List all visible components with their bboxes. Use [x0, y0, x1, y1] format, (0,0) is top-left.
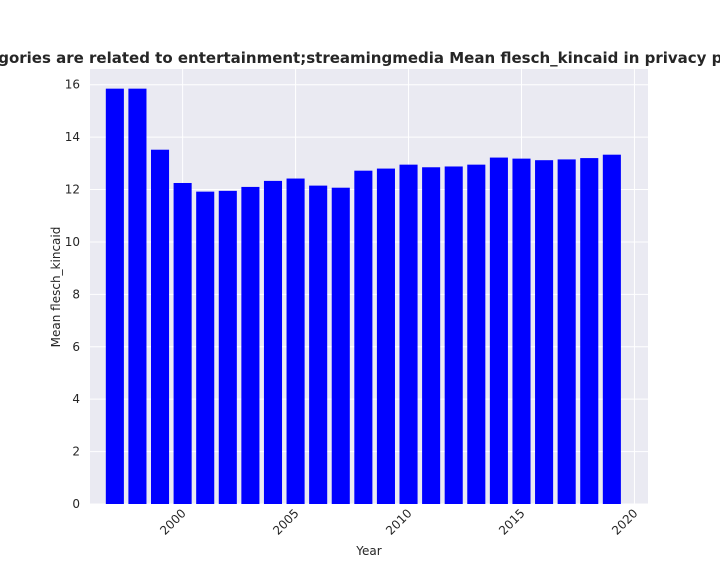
chart-title: categories are related to entertainment;… [0, 49, 720, 67]
bar-2019 [602, 154, 621, 504]
bar-2000 [173, 182, 192, 504]
y-tick-label: 2 [72, 445, 80, 459]
bar-2012 [444, 166, 463, 504]
bar-2003 [241, 186, 260, 504]
y-tick-label: 8 [72, 287, 80, 301]
bar-1997 [105, 88, 124, 504]
bar-2007 [331, 187, 350, 504]
bar-2016 [535, 160, 554, 505]
bar-2008 [354, 170, 373, 505]
bar-1999 [150, 149, 170, 504]
y-tick-label: 0 [72, 497, 80, 511]
bar-2015 [512, 158, 531, 504]
y-tick-label: 12 [65, 183, 80, 197]
x-tick-label: 2020 [609, 506, 640, 537]
y-tick-label: 10 [65, 235, 80, 249]
y-tick-label: 14 [65, 130, 80, 144]
bar-2004 [263, 180, 283, 504]
y-tick-label: 16 [65, 78, 80, 92]
bar-2005 [286, 178, 305, 505]
y-tick-label: 4 [72, 392, 80, 406]
x-axis-ticks: 2000 2005 2010 2015 2020 [157, 506, 640, 537]
x-tick-label: 2005 [270, 506, 301, 537]
bar-2010 [399, 164, 418, 504]
y-axis-ticks: 0 2 4 6 8 10 12 14 16 [65, 78, 80, 511]
bar-1998 [128, 88, 147, 504]
bar-2001 [196, 191, 215, 504]
x-tick-label: 2000 [157, 506, 188, 537]
bar-2011 [422, 167, 441, 504]
bar-2018 [580, 158, 599, 505]
bar-2014 [489, 157, 508, 504]
bar-2013 [467, 164, 486, 504]
y-axis-label: Mean flesch_kincaid [49, 227, 63, 348]
bar-2009 [376, 168, 395, 504]
bar-2006 [309, 185, 328, 504]
bars [105, 88, 621, 505]
x-tick-label: 2015 [496, 506, 527, 537]
bar-2017 [557, 159, 576, 505]
x-tick-label: 2010 [383, 506, 414, 537]
bar-2002 [218, 190, 237, 504]
y-tick-label: 6 [72, 340, 80, 354]
x-axis-label: Year [355, 544, 381, 558]
